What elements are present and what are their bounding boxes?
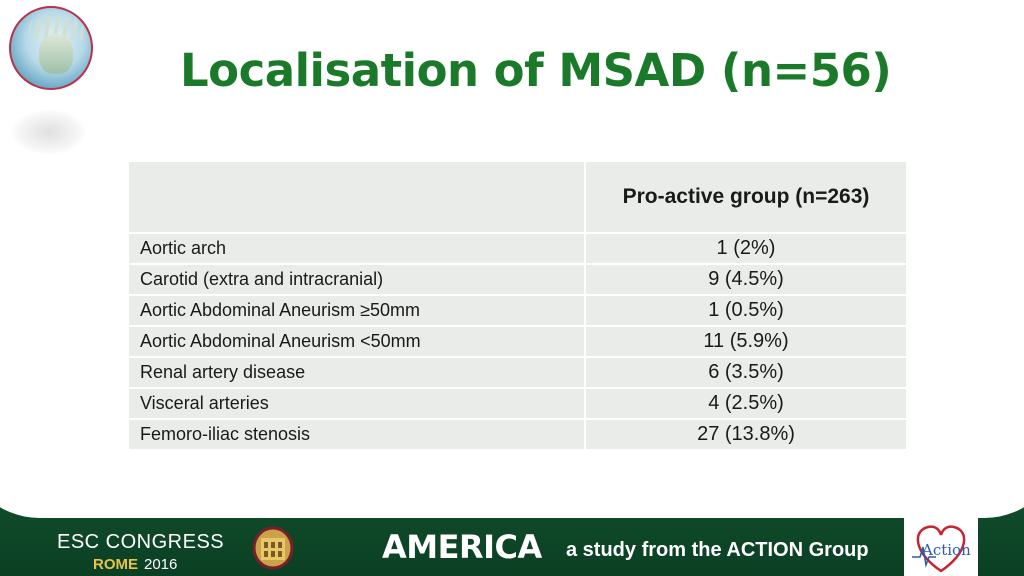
table-row: Aortic arch 1 (2%) xyxy=(127,232,908,265)
row-label: Aortic arch xyxy=(127,232,586,265)
action-group-logo: Action xyxy=(904,517,978,576)
row-label: Carotid (extra and intracranial) xyxy=(127,263,586,296)
row-value: 6 (3.5%) xyxy=(584,356,908,389)
table-row: Femoro-iliac stenosis 27 (13.8%) xyxy=(127,418,908,451)
statue-of-liberty-logo xyxy=(9,6,93,90)
congress-year: 2016 xyxy=(144,556,178,573)
row-label: Visceral arteries xyxy=(127,387,586,420)
row-label: Femoro-iliac stenosis xyxy=(127,418,586,451)
row-value: 11 (5.9%) xyxy=(584,325,908,358)
slide-title: Localisation of MSAD (n=56) xyxy=(180,44,892,97)
table-row: Carotid (extra and intracranial) 9 (4.5%… xyxy=(127,263,908,296)
table-row: Aortic Abdominal Aneurism ≥50mm 1 (0.5%) xyxy=(127,294,908,327)
action-logo-text: Action xyxy=(922,541,971,559)
row-value: 4 (2.5%) xyxy=(584,387,908,420)
row-value: 9 (4.5%) xyxy=(584,263,908,296)
heart-icon xyxy=(912,525,966,573)
table-row: Renal artery disease 6 (3.5%) xyxy=(127,356,908,389)
study-name: AMERICA xyxy=(382,528,542,566)
row-label: Renal artery disease xyxy=(127,356,586,389)
empty-header-cell xyxy=(127,160,586,234)
table-row: Aortic Abdominal Aneurism <50mm 11 (5.9%… xyxy=(127,325,908,358)
logo-reflection xyxy=(12,110,86,154)
table-header-row: Pro-active group (n=263) xyxy=(127,160,908,234)
table-row: Visceral arteries 4 (2.5%) xyxy=(127,387,908,420)
congress-name: ESC CONGRESS xyxy=(57,531,225,553)
row-value: 1 (0.5%) xyxy=(584,294,908,327)
esc-congress-logo: ESC CONGRESS ROME 2016 xyxy=(57,531,257,573)
row-value: 1 (2%) xyxy=(584,232,908,265)
row-label: Aortic Abdominal Aneurism <50mm xyxy=(127,325,586,358)
column-header: Pro-active group (n=263) xyxy=(584,160,908,234)
congress-location: ROME 2016 xyxy=(57,556,257,573)
statue-face-icon xyxy=(39,34,73,74)
msad-table: Pro-active group (n=263) Aortic arch 1 (… xyxy=(127,160,908,451)
study-subtitle: a study from the ACTION Group xyxy=(566,539,869,561)
row-value: 27 (13.8%) xyxy=(584,418,908,451)
congress-city: ROME xyxy=(93,556,138,573)
row-label: Aortic Abdominal Aneurism ≥50mm xyxy=(127,294,586,327)
colosseum-icon xyxy=(252,526,294,570)
